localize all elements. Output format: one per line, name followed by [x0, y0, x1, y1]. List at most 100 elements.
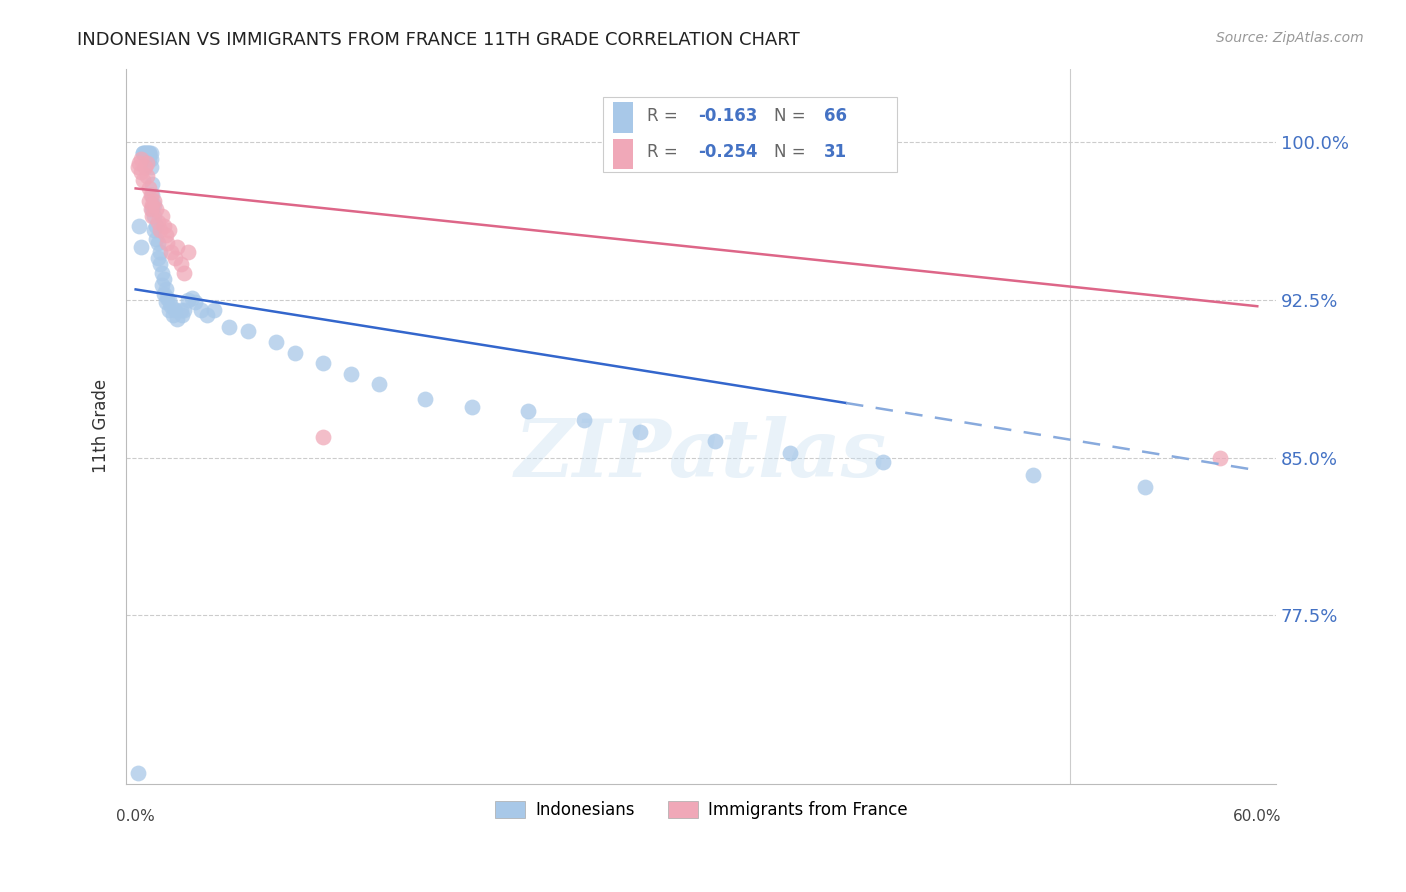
Point — [190, 303, 212, 318]
Point — [127, 766, 149, 780]
Point — [134, 145, 156, 160]
Point — [146, 251, 169, 265]
Point — [135, 169, 157, 183]
Point — [139, 202, 162, 217]
Point — [145, 202, 167, 217]
Point — [132, 145, 155, 160]
Point — [173, 266, 195, 280]
Point — [163, 303, 186, 318]
Point — [202, 303, 225, 318]
Point — [195, 308, 218, 322]
Point — [138, 181, 160, 195]
Point — [160, 299, 183, 313]
FancyBboxPatch shape — [613, 138, 633, 169]
Point — [155, 282, 177, 296]
Point — [139, 187, 162, 202]
Point — [184, 295, 207, 310]
Point — [132, 145, 155, 160]
Point — [141, 187, 163, 202]
Text: 66: 66 — [824, 107, 848, 125]
Point — [141, 209, 163, 223]
Point — [134, 145, 156, 160]
Point — [143, 194, 166, 208]
Point — [180, 291, 202, 305]
Text: 0.0%: 0.0% — [117, 809, 155, 824]
Point — [157, 223, 180, 237]
Point — [139, 152, 162, 166]
Point — [283, 345, 305, 359]
Point — [149, 257, 172, 271]
Point — [146, 236, 169, 251]
Point — [129, 164, 152, 178]
Point — [128, 156, 150, 170]
Point — [138, 194, 160, 208]
Point — [157, 303, 180, 318]
Point — [152, 272, 174, 286]
Point — [129, 152, 152, 166]
Point — [139, 145, 162, 160]
Point — [141, 198, 163, 212]
Point — [128, 219, 150, 234]
Text: ZIPatlas: ZIPatlas — [515, 416, 887, 493]
Point — [139, 161, 162, 175]
Point — [156, 291, 179, 305]
Point — [461, 400, 484, 414]
Point — [704, 434, 727, 448]
Point — [152, 219, 174, 234]
Point — [166, 240, 188, 254]
Point — [339, 367, 361, 381]
Point — [517, 404, 540, 418]
Text: R =: R = — [647, 107, 683, 125]
Point — [1022, 467, 1045, 482]
Point — [1209, 450, 1232, 465]
Point — [156, 236, 179, 251]
Text: 60.0%: 60.0% — [1233, 809, 1281, 824]
Point — [135, 145, 157, 160]
Point — [145, 232, 167, 246]
Point — [160, 244, 183, 259]
Text: Source: ZipAtlas.com: Source: ZipAtlas.com — [1216, 31, 1364, 45]
Legend: Indonesians, Immigrants from France: Indonesians, Immigrants from France — [488, 794, 914, 825]
Point — [138, 145, 160, 160]
Point — [415, 392, 437, 406]
Point — [152, 286, 174, 301]
Point — [149, 223, 172, 237]
Point — [169, 303, 191, 318]
Point — [173, 303, 195, 318]
Point — [1133, 480, 1156, 494]
Point — [172, 308, 194, 322]
Point — [155, 227, 177, 242]
Point — [155, 295, 177, 310]
Y-axis label: 11th Grade: 11th Grade — [93, 379, 110, 473]
Point — [135, 156, 157, 170]
Point — [218, 320, 240, 334]
Text: 31: 31 — [824, 143, 848, 161]
Point — [157, 293, 180, 307]
Point — [236, 325, 259, 339]
Point — [872, 455, 894, 469]
Point — [138, 145, 160, 160]
Point — [163, 251, 186, 265]
Point — [143, 209, 166, 223]
Text: N =: N = — [773, 107, 810, 125]
Point — [150, 266, 173, 280]
Point — [166, 311, 188, 326]
Text: R =: R = — [647, 143, 683, 161]
Text: -0.254: -0.254 — [697, 143, 758, 161]
Point — [162, 308, 184, 322]
Point — [143, 198, 166, 212]
Point — [129, 240, 152, 254]
Point — [145, 219, 167, 234]
Point — [143, 223, 166, 237]
Text: INDONESIAN VS IMMIGRANTS FROM FRANCE 11TH GRADE CORRELATION CHART: INDONESIAN VS IMMIGRANTS FROM FRANCE 11T… — [77, 31, 800, 49]
Point — [311, 356, 333, 370]
Text: N =: N = — [773, 143, 810, 161]
Text: -0.163: -0.163 — [697, 107, 756, 125]
Point — [150, 209, 173, 223]
Point — [311, 430, 333, 444]
Point — [367, 377, 389, 392]
FancyBboxPatch shape — [603, 97, 897, 172]
Point — [574, 413, 596, 427]
Point — [169, 257, 191, 271]
Point — [135, 145, 157, 160]
